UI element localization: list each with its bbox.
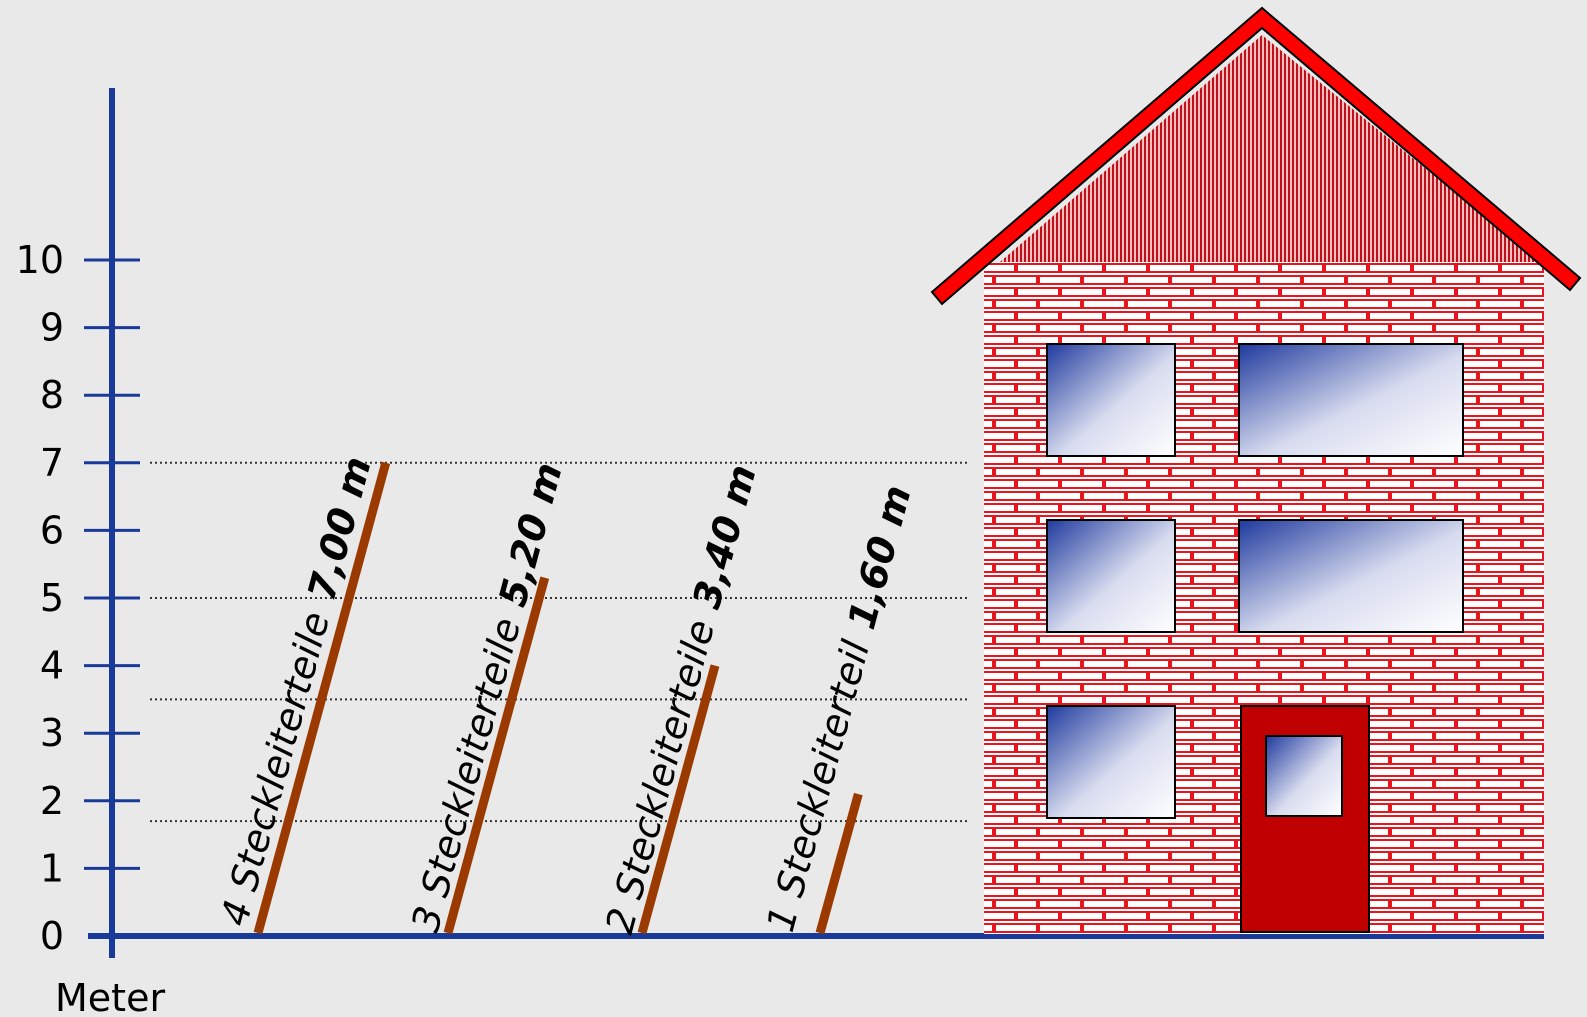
y-axis-ticks: 0 1 2 3 4 5 6 7 8 9 10	[16, 238, 140, 958]
y-axis-tick-label: 10	[16, 238, 64, 282]
ladder	[637, 664, 720, 935]
y-axis-tick-label: 7	[40, 441, 64, 485]
y-axis-tick-label: 5	[40, 576, 64, 620]
window	[1046, 519, 1176, 633]
ladder	[815, 792, 863, 935]
door-window	[1265, 735, 1343, 817]
house	[930, 6, 1582, 934]
roof-edge	[930, 6, 1582, 306]
y-axis-tick-label: 1	[40, 846, 64, 890]
window	[1046, 343, 1176, 457]
window	[1046, 705, 1176, 819]
window	[1238, 343, 1464, 457]
ladder	[443, 576, 550, 935]
window	[1238, 519, 1464, 633]
ladder	[253, 461, 391, 935]
roof-gable	[1000, 35, 1540, 262]
y-axis-tick-label: 2	[40, 779, 64, 823]
y-axis-tick-label: 6	[40, 508, 64, 552]
y-axis-tick-label: 8	[40, 373, 64, 417]
y-axis-tick-label: 9	[40, 306, 64, 350]
unit-label: Meter	[55, 976, 165, 1017]
y-axis-tick-label: 3	[40, 711, 64, 755]
y-axis-tick-label: 4	[40, 644, 64, 688]
y-axis-tick-label: 0	[40, 914, 64, 958]
